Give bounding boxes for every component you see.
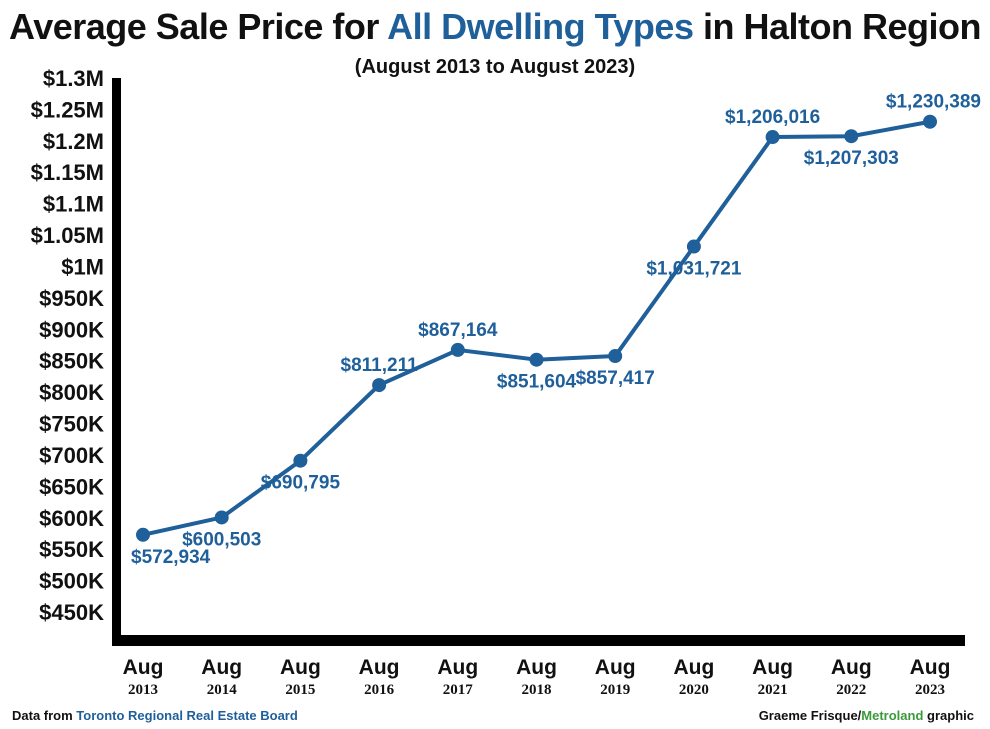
x-tick-label-year: 2020 [679, 682, 709, 698]
data-point [686, 239, 701, 254]
series-layer: $572,934$600,503 $690,795 $811,211 $867,164… [131, 92, 981, 568]
y-tick-label: $1.3M [43, 66, 104, 91]
title-text-after: in Halton Region [693, 6, 981, 47]
x-tick-label-month: Aug [595, 656, 636, 679]
x-tick-label-month: Aug [831, 656, 872, 679]
x-tick-label-month: Aug [910, 656, 951, 679]
chart-subtitle: (August 2013 to August 2023) [354, 56, 636, 78]
x-tick-label-month: Aug [752, 656, 793, 679]
x-tick-label-month: Aug [280, 656, 321, 679]
y-tick-label: $500K [39, 569, 104, 594]
source-credit: Data from Toronto Regional Real Estate B… [12, 708, 298, 723]
y-tick-label: $1.1M [43, 192, 104, 217]
x-tick-label-month: Aug [359, 656, 400, 679]
data-label: $1,031,721 [646, 259, 742, 280]
data-label: $600,503 [182, 529, 261, 550]
data-point [214, 510, 229, 525]
data-label: $1,206,016 [725, 107, 820, 128]
y-tick-label: $1.2M [43, 129, 104, 154]
source-prefix: Data from [12, 708, 77, 723]
data-point [293, 453, 308, 468]
y-tick-label: $700K [39, 443, 104, 468]
x-tick-label-month: Aug [516, 656, 557, 679]
x-tick-label-year: 2022 [836, 682, 866, 698]
x-tick-label-year: 2023 [915, 682, 945, 698]
source-organization: Toronto Regional Real Estate Board [76, 708, 298, 723]
data-point [844, 129, 859, 144]
x-tick-label-year: 2021 [758, 682, 788, 698]
y-axis-line [112, 78, 121, 646]
x-tick-label-month: Aug [437, 656, 478, 679]
y-tick-label: $750K [39, 412, 104, 437]
data-point [765, 130, 780, 145]
x-tick-label-year: 2019 [600, 682, 630, 698]
y-tick-label: $850K [39, 349, 104, 374]
y-tick-label: $550K [39, 537, 104, 562]
x-tick-label-year: 2016 [364, 682, 395, 698]
x-axis-line [112, 635, 965, 646]
data-label: $1,207,303 [804, 148, 899, 169]
author-credit: Graeme Frisque/Metroland graphic [759, 708, 974, 723]
x-tick-label-year: 2018 [522, 682, 552, 698]
x-tick-label-year: 2014 [207, 682, 238, 698]
data-point [529, 352, 544, 367]
data-point [923, 114, 937, 129]
data-point [136, 527, 150, 542]
y-tick-label: $1M [61, 254, 104, 279]
x-tick-label-month: Aug [673, 656, 714, 679]
y-tick-label: $1.05M [31, 223, 104, 248]
y-tick-label: $800K [39, 380, 104, 405]
data-label: $811,211 [341, 355, 419, 376]
data-label: $851,604 [497, 372, 577, 393]
x-tick-label-month: Aug [201, 656, 242, 679]
data-point [372, 378, 387, 393]
y-tick-label: $1.15M [31, 160, 104, 185]
x-tick-label-year: 2017 [443, 682, 474, 698]
publisher-brand: Metroland [861, 708, 924, 723]
y-tick-label: $950K [39, 286, 104, 311]
y-axis-ticks: $1.3M $1.25M $1.2M $1.15M $1.1M $1.05M $1M $950… [31, 66, 104, 625]
y-tick-label: $1.25M [31, 97, 104, 122]
credit-suffix: graphic [923, 708, 974, 723]
x-axis-ticks: Aug 2013 Aug 2014 Aug 2015 Aug 2016 Aug 2017 Aug 20… [123, 656, 951, 698]
data-point [450, 342, 465, 357]
y-tick-label: $900K [39, 317, 104, 342]
chart-title: Average Sale Price for All Dwelling Type… [0, 6, 990, 48]
y-tick-label: $450K [39, 600, 104, 625]
data-label: $572,934 [131, 547, 211, 568]
title-text-before: Average Sale Price for [9, 6, 388, 47]
data-label: $1,230,389 [886, 92, 981, 113]
y-tick-label: $650K [39, 474, 104, 499]
author-name: Graeme Frisque/ [758, 708, 862, 723]
data-label: $857,417 [576, 368, 655, 389]
data-label: $867,164 [418, 320, 498, 341]
x-tick-label-month: Aug [123, 656, 164, 679]
y-tick-label: $600K [39, 506, 104, 531]
x-tick-label-year: 2015 [285, 682, 315, 698]
data-point [608, 349, 623, 364]
title-highlight: All Dwelling Types [387, 6, 694, 47]
x-tick-label-year: 2013 [128, 682, 158, 698]
data-label: $690,795 [261, 473, 341, 494]
